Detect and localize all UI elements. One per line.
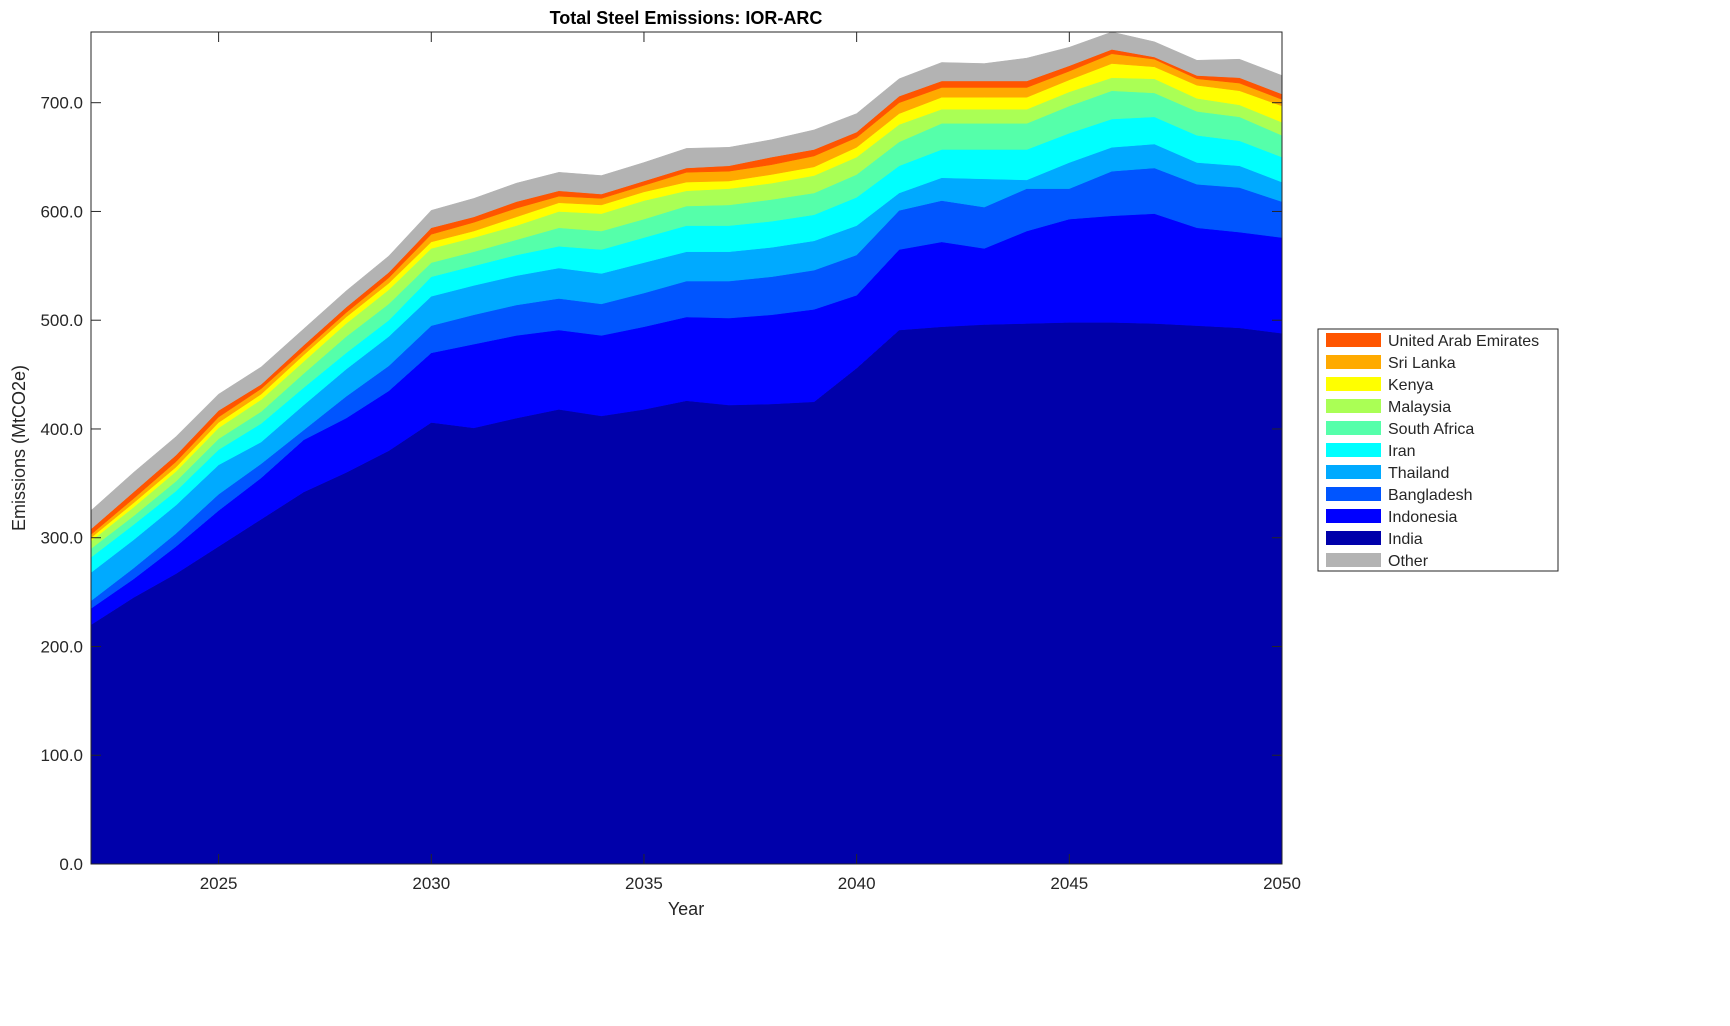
legend-swatch	[1326, 333, 1381, 347]
legend-label: Malaysia	[1388, 399, 1451, 416]
legend-item-india: India	[1326, 531, 1423, 548]
x-tick-label: 2035	[625, 874, 663, 893]
legend-swatch	[1326, 487, 1381, 501]
legend-label: Bangladesh	[1388, 487, 1473, 504]
legend-item-other: Other	[1326, 553, 1429, 570]
legend-label: South Africa	[1388, 421, 1474, 438]
x-tick-label: 2040	[838, 874, 876, 893]
legend-item-sri-lanka: Sri Lanka	[1326, 355, 1456, 372]
legend-label: United Arab Emirates	[1388, 333, 1539, 350]
y-axis-label: Emissions (MtCO2e)	[9, 365, 29, 531]
legend-label: Indonesia	[1388, 509, 1457, 526]
legend-item-thailand: Thailand	[1326, 465, 1449, 482]
y-tick-label: 600.0	[40, 202, 83, 221]
legend-swatch	[1326, 531, 1381, 545]
legend-item-south-africa: South Africa	[1326, 421, 1474, 438]
legend-swatch	[1326, 465, 1381, 479]
y-axis: 0.0 100.0 200.0 300.0 400.0 500.0 600.0 700.0	[40, 94, 1282, 874]
x-axis-label: Year	[668, 899, 704, 919]
legend-label: Sri Lanka	[1388, 355, 1456, 372]
legend-item-indonesia: Indonesia	[1326, 509, 1457, 526]
y-tick-label: 300.0	[40, 529, 83, 548]
legend-item-kenya: Kenya	[1326, 377, 1433, 394]
legend-label: Thailand	[1388, 465, 1449, 482]
legend-swatch	[1326, 399, 1381, 413]
area-layers	[90, 31, 1283, 865]
legend-label: India	[1388, 531, 1423, 548]
legend-swatch	[1326, 377, 1381, 391]
y-tick-label: 0.0	[59, 855, 83, 874]
legend-item-malaysia: Malaysia	[1326, 399, 1451, 416]
y-tick-label: 400.0	[40, 420, 83, 439]
axes-box	[90, 31, 1283, 865]
x-axis: 2025 2030 2035 2040 2045 2050	[200, 32, 1301, 893]
legend-label: Iran	[1388, 443, 1416, 460]
y-tick-label: 200.0	[40, 637, 83, 656]
y-tick-label: 700.0	[40, 94, 83, 113]
legend-swatch	[1326, 421, 1381, 435]
chart-title: Total Steel Emissions: IOR-ARC	[550, 8, 823, 28]
y-tick-label: 500.0	[40, 311, 83, 330]
legend-item-bangladesh: Bangladesh	[1326, 487, 1473, 504]
x-tick-label: 2030	[412, 874, 450, 893]
legend-swatch	[1326, 443, 1381, 457]
legend-swatch	[1326, 509, 1381, 523]
legend-swatch	[1326, 355, 1381, 369]
legend: United Arab Emirates Sri Lanka Kenya Malays…	[1317, 328, 1559, 572]
legend-swatch	[1326, 553, 1381, 567]
legend-label: Kenya	[1388, 377, 1433, 394]
x-tick-label: 2025	[200, 874, 238, 893]
legend-label: Other	[1388, 553, 1429, 570]
legend-item-iran: Iran	[1326, 443, 1416, 460]
x-tick-label: 2045	[1050, 874, 1088, 893]
legend-item-united-arab-emirates: United Arab Emirates	[1326, 333, 1539, 350]
y-tick-label: 100.0	[40, 746, 83, 765]
x-tick-label: 2050	[1263, 874, 1301, 893]
